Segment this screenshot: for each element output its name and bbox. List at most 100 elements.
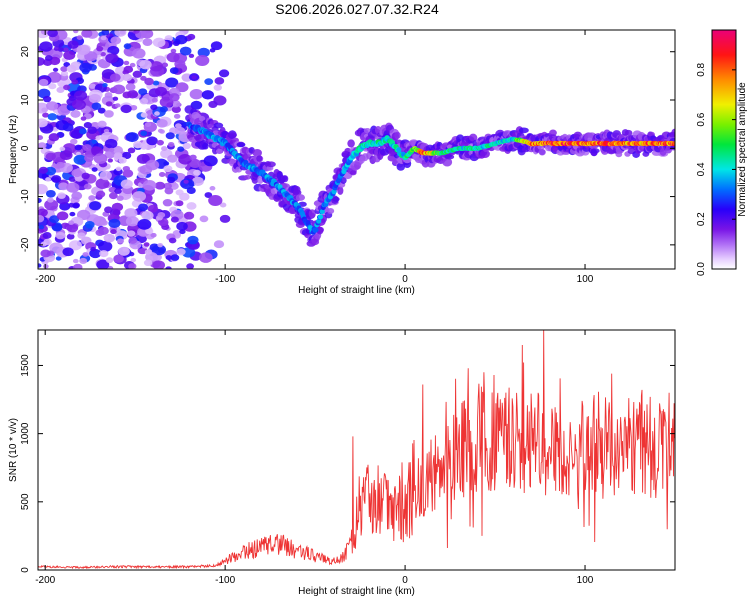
y-tick-label: 0	[20, 567, 31, 573]
colorbar-tick-label: 0.0	[696, 262, 707, 276]
spectrogram-cell	[167, 154, 178, 163]
spectrogram-cell	[40, 249, 51, 258]
spectrogram-cell	[154, 86, 168, 97]
spectrogram-cell	[176, 221, 188, 231]
spectrogram-cell	[63, 61, 71, 68]
spectrogram-cell	[81, 172, 90, 180]
spectrogram-cell	[167, 142, 175, 147]
colorbar-tick-label: 0.2	[696, 212, 707, 226]
spectrogram-cell	[73, 263, 83, 269]
spectrogram-cell	[38, 135, 44, 141]
spectrogram-cell	[103, 110, 114, 118]
spectrogram-cell	[163, 165, 173, 173]
spectrogram-cell	[165, 132, 175, 140]
spectrogram-cell	[56, 211, 69, 221]
spectrogram-cell	[127, 230, 136, 237]
spectrogram-cell	[183, 179, 189, 184]
spectrogram-cell	[102, 83, 108, 88]
spectrogram-cell	[166, 176, 176, 184]
snr-x-axis: -200 -100 0 100	[35, 330, 594, 586]
spectrogram-cell	[38, 57, 45, 66]
spectrogram-cell	[198, 252, 213, 263]
spectrogram-cell	[186, 202, 197, 210]
spectrogram-cell	[97, 107, 106, 114]
spectrogram-cell	[193, 169, 201, 176]
spectrogram-cell	[114, 103, 121, 108]
spectrogram-cell	[266, 161, 276, 168]
colorbar-ticks: 0.0 0.2 0.4 0.6 0.8	[696, 62, 736, 276]
spectrogram-cell	[49, 215, 60, 224]
spectrogram-cell	[161, 62, 169, 68]
spectrogram-cell	[62, 247, 74, 257]
spectrogram-cell	[91, 146, 101, 154]
spectrogram-cell	[73, 90, 88, 101]
spectrogram-cell	[70, 138, 78, 145]
y-tick-label: 1000	[20, 422, 31, 445]
spectrogram-cell	[123, 60, 130, 66]
spectrogram-cell	[42, 231, 52, 239]
spectrogram-cell	[396, 162, 406, 171]
spectrogram-cell	[156, 118, 168, 128]
spectrogram-cell	[38, 102, 49, 114]
y-tick-label: 0	[20, 145, 31, 151]
spectrogram-cell	[166, 52, 180, 63]
spectrogram-cell	[244, 174, 251, 180]
spectrogram-cell	[39, 41, 53, 52]
spectrogram-cell	[115, 166, 122, 171]
spectrogram-cell	[80, 116, 87, 121]
spectrogram-cell	[150, 232, 157, 238]
spectrogram-cell	[45, 177, 51, 182]
spectrogram-cell	[47, 197, 54, 203]
spectrogram-cell	[208, 194, 223, 206]
spectrogram-cell	[90, 247, 96, 252]
spectrogram-cell	[78, 128, 87, 135]
spectrogram-cell	[88, 93, 102, 104]
spectrogram-cell	[43, 264, 49, 269]
spectrogram-cell	[326, 208, 335, 215]
spectrogram-cell	[143, 259, 153, 267]
spectrogram-cell	[187, 33, 196, 41]
spectrogram-cell	[181, 247, 196, 258]
spectrogram-cell	[108, 192, 118, 200]
spectrogram-cell	[538, 148, 546, 156]
spectrogram-ridge-cell	[396, 147, 402, 153]
spectrogram-cell	[42, 112, 49, 118]
spectrogram-cell	[118, 246, 130, 256]
spectrogram-cell	[132, 191, 147, 202]
spectrogram-cell	[215, 148, 223, 154]
spectrogram-cell	[91, 102, 102, 110]
spectrogram-cell	[105, 53, 119, 64]
spectrogram-cell	[43, 238, 52, 246]
spectrogram-cell	[213, 240, 225, 249]
spectrogram-cell	[332, 196, 340, 202]
spectrogram-cell	[53, 46, 60, 51]
y-tick-label: 500	[20, 493, 31, 510]
spectrogram-cell	[219, 214, 231, 223]
spectrogram-cell	[109, 73, 121, 82]
spectrogram-cell	[173, 113, 181, 119]
spectrogram-cell	[170, 216, 179, 223]
spectrogram-cell	[165, 77, 179, 88]
spectrogram-cell	[125, 216, 140, 227]
spectrogram-cell	[102, 46, 108, 51]
snr-series	[38, 330, 675, 570]
spectrogram-cell	[151, 97, 158, 103]
spectrogram-cell	[171, 105, 181, 114]
spectrogram-cell	[68, 220, 75, 225]
spectrogram-cell	[175, 200, 184, 207]
spectrogram-cell	[99, 250, 109, 258]
spectrogram-cell	[71, 168, 83, 178]
spectrogram-cell	[177, 146, 185, 152]
spectrogram-cell	[91, 139, 97, 144]
spectrogram-cell	[57, 192, 66, 199]
spectrogram-cell	[140, 112, 148, 118]
spectrogram-cell	[45, 189, 56, 198]
spectrogram-cell	[38, 78, 49, 87]
spectrogram-cell	[63, 47, 69, 52]
spectrogram-cell	[67, 40, 79, 49]
chart-title: S206.2026.027.07.32.R24	[275, 1, 439, 17]
spectrogram-cell	[182, 142, 191, 150]
spectrogram-cell	[38, 142, 47, 150]
spectrogram-cell	[87, 126, 98, 134]
